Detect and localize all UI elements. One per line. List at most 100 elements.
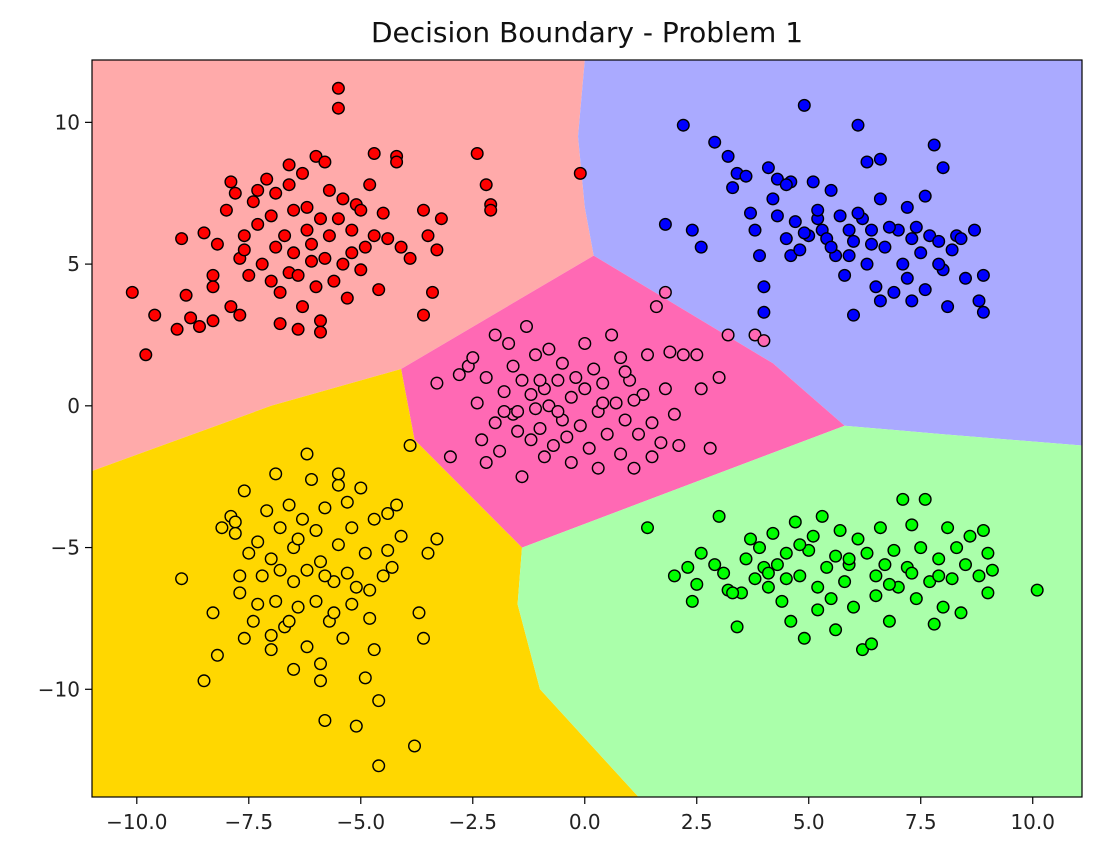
- data-point-series-1: [811, 203, 825, 217]
- data-point-series-0: [210, 237, 224, 251]
- x-tick-label: −7.5: [224, 810, 273, 834]
- data-point-series-3: [305, 473, 319, 487]
- data-point-series-2: [515, 373, 529, 387]
- data-point-series-3: [390, 498, 404, 512]
- data-point-series-2: [596, 396, 610, 410]
- x-tick-label: −2.5: [448, 810, 497, 834]
- data-point-series-4: [954, 606, 968, 620]
- data-point-series-1: [954, 232, 968, 246]
- data-point-series-2: [636, 388, 650, 402]
- data-point-series-4: [726, 586, 740, 600]
- data-point-series-3: [175, 572, 189, 586]
- data-point-series-4: [838, 575, 852, 589]
- data-point-series-2: [475, 433, 489, 447]
- data-point-series-3: [251, 535, 265, 549]
- data-point-series-2: [618, 365, 632, 379]
- data-point-series-0: [264, 209, 278, 223]
- data-point-series-1: [865, 237, 879, 251]
- data-point-series-0: [125, 285, 139, 299]
- data-point-series-3: [318, 569, 332, 583]
- data-point-series-2: [703, 441, 717, 455]
- data-point-series-1: [847, 234, 861, 248]
- data-point-series-3: [260, 504, 274, 518]
- data-point-series-3: [287, 662, 301, 676]
- data-point-series-2: [564, 456, 578, 470]
- data-point-series-1: [694, 240, 708, 254]
- data-point-series-4: [927, 617, 941, 631]
- data-point-series-1: [753, 249, 767, 263]
- data-point-series-3: [412, 606, 426, 620]
- data-point-series-4: [878, 558, 892, 572]
- data-point-series-2: [529, 348, 543, 362]
- data-point-series-2: [667, 407, 681, 421]
- data-point-series-0: [573, 166, 587, 180]
- data-point-series-2: [542, 399, 556, 413]
- data-point-series-0: [470, 146, 484, 160]
- data-point-series-3: [309, 594, 323, 608]
- data-point-series-4: [972, 569, 986, 583]
- data-point-series-4: [873, 521, 887, 535]
- data-point-series-4: [690, 577, 704, 591]
- data-point-series-1: [838, 268, 852, 282]
- data-point-series-4: [923, 575, 937, 589]
- data-point-series-3: [197, 674, 211, 688]
- data-point-series-3: [300, 447, 314, 461]
- data-point-series-3: [206, 606, 220, 620]
- data-point-series-4: [1030, 583, 1044, 597]
- data-point-series-2: [690, 348, 704, 362]
- y-tick-label: −10: [38, 677, 80, 701]
- data-point-series-1: [900, 271, 914, 285]
- data-point-series-1: [873, 152, 887, 166]
- data-point-series-0: [376, 206, 390, 220]
- data-point-series-0: [197, 226, 211, 240]
- data-point-series-1: [923, 229, 937, 243]
- data-point-series-1: [976, 305, 990, 319]
- x-axis: −10.0 −7.5 −5.0 −2.5 0.0 2.5 5.0 7.5 10.0: [106, 797, 1055, 834]
- data-point-series-3: [345, 521, 359, 535]
- data-point-series-0: [340, 291, 354, 305]
- data-point-series-4: [779, 546, 793, 560]
- data-point-series-1: [905, 232, 919, 246]
- data-point-series-3: [273, 563, 287, 577]
- data-point-series-1: [761, 161, 775, 175]
- data-point-series-3: [331, 467, 345, 481]
- data-point-series-2: [569, 371, 583, 385]
- data-point-series-4: [793, 569, 807, 583]
- data-point-series-1: [748, 223, 762, 237]
- data-point-series-4: [775, 594, 789, 608]
- data-point-series-2: [479, 371, 493, 385]
- data-point-series-0: [246, 195, 260, 209]
- data-point-series-4: [851, 532, 865, 546]
- data-point-series-0: [345, 246, 359, 260]
- data-point-series-2: [560, 430, 574, 444]
- data-point-series-3: [233, 569, 247, 583]
- data-point-series-4: [806, 529, 820, 543]
- data-point-series-2: [470, 396, 484, 410]
- data-point-series-1: [757, 305, 771, 319]
- data-point-series-1: [784, 249, 798, 263]
- x-tick-label: 0.0: [569, 810, 601, 834]
- data-point-series-0: [148, 308, 162, 322]
- data-point-series-4: [847, 600, 861, 614]
- data-point-series-1: [833, 209, 847, 223]
- data-point-series-0: [206, 268, 220, 282]
- data-point-series-1: [797, 98, 811, 112]
- data-point-series-2: [537, 450, 551, 464]
- data-point-series-2: [614, 351, 628, 365]
- data-point-series-0: [291, 322, 305, 336]
- data-point-series-0: [314, 314, 328, 328]
- data-point-series-2: [600, 427, 614, 441]
- data-point-series-4: [963, 529, 977, 543]
- data-point-series-0: [251, 217, 265, 231]
- data-point-series-4: [932, 569, 946, 583]
- data-point-series-0: [269, 240, 283, 254]
- data-point-series-0: [228, 186, 242, 200]
- data-point-series-1: [766, 192, 780, 206]
- data-point-series-1: [909, 220, 923, 234]
- x-tick-label: 10.0: [1010, 810, 1055, 834]
- data-point-series-0: [318, 251, 332, 265]
- data-point-series-3: [237, 631, 251, 645]
- data-point-series-3: [363, 583, 377, 597]
- data-point-series-3: [228, 526, 242, 540]
- data-point-series-2: [658, 285, 672, 299]
